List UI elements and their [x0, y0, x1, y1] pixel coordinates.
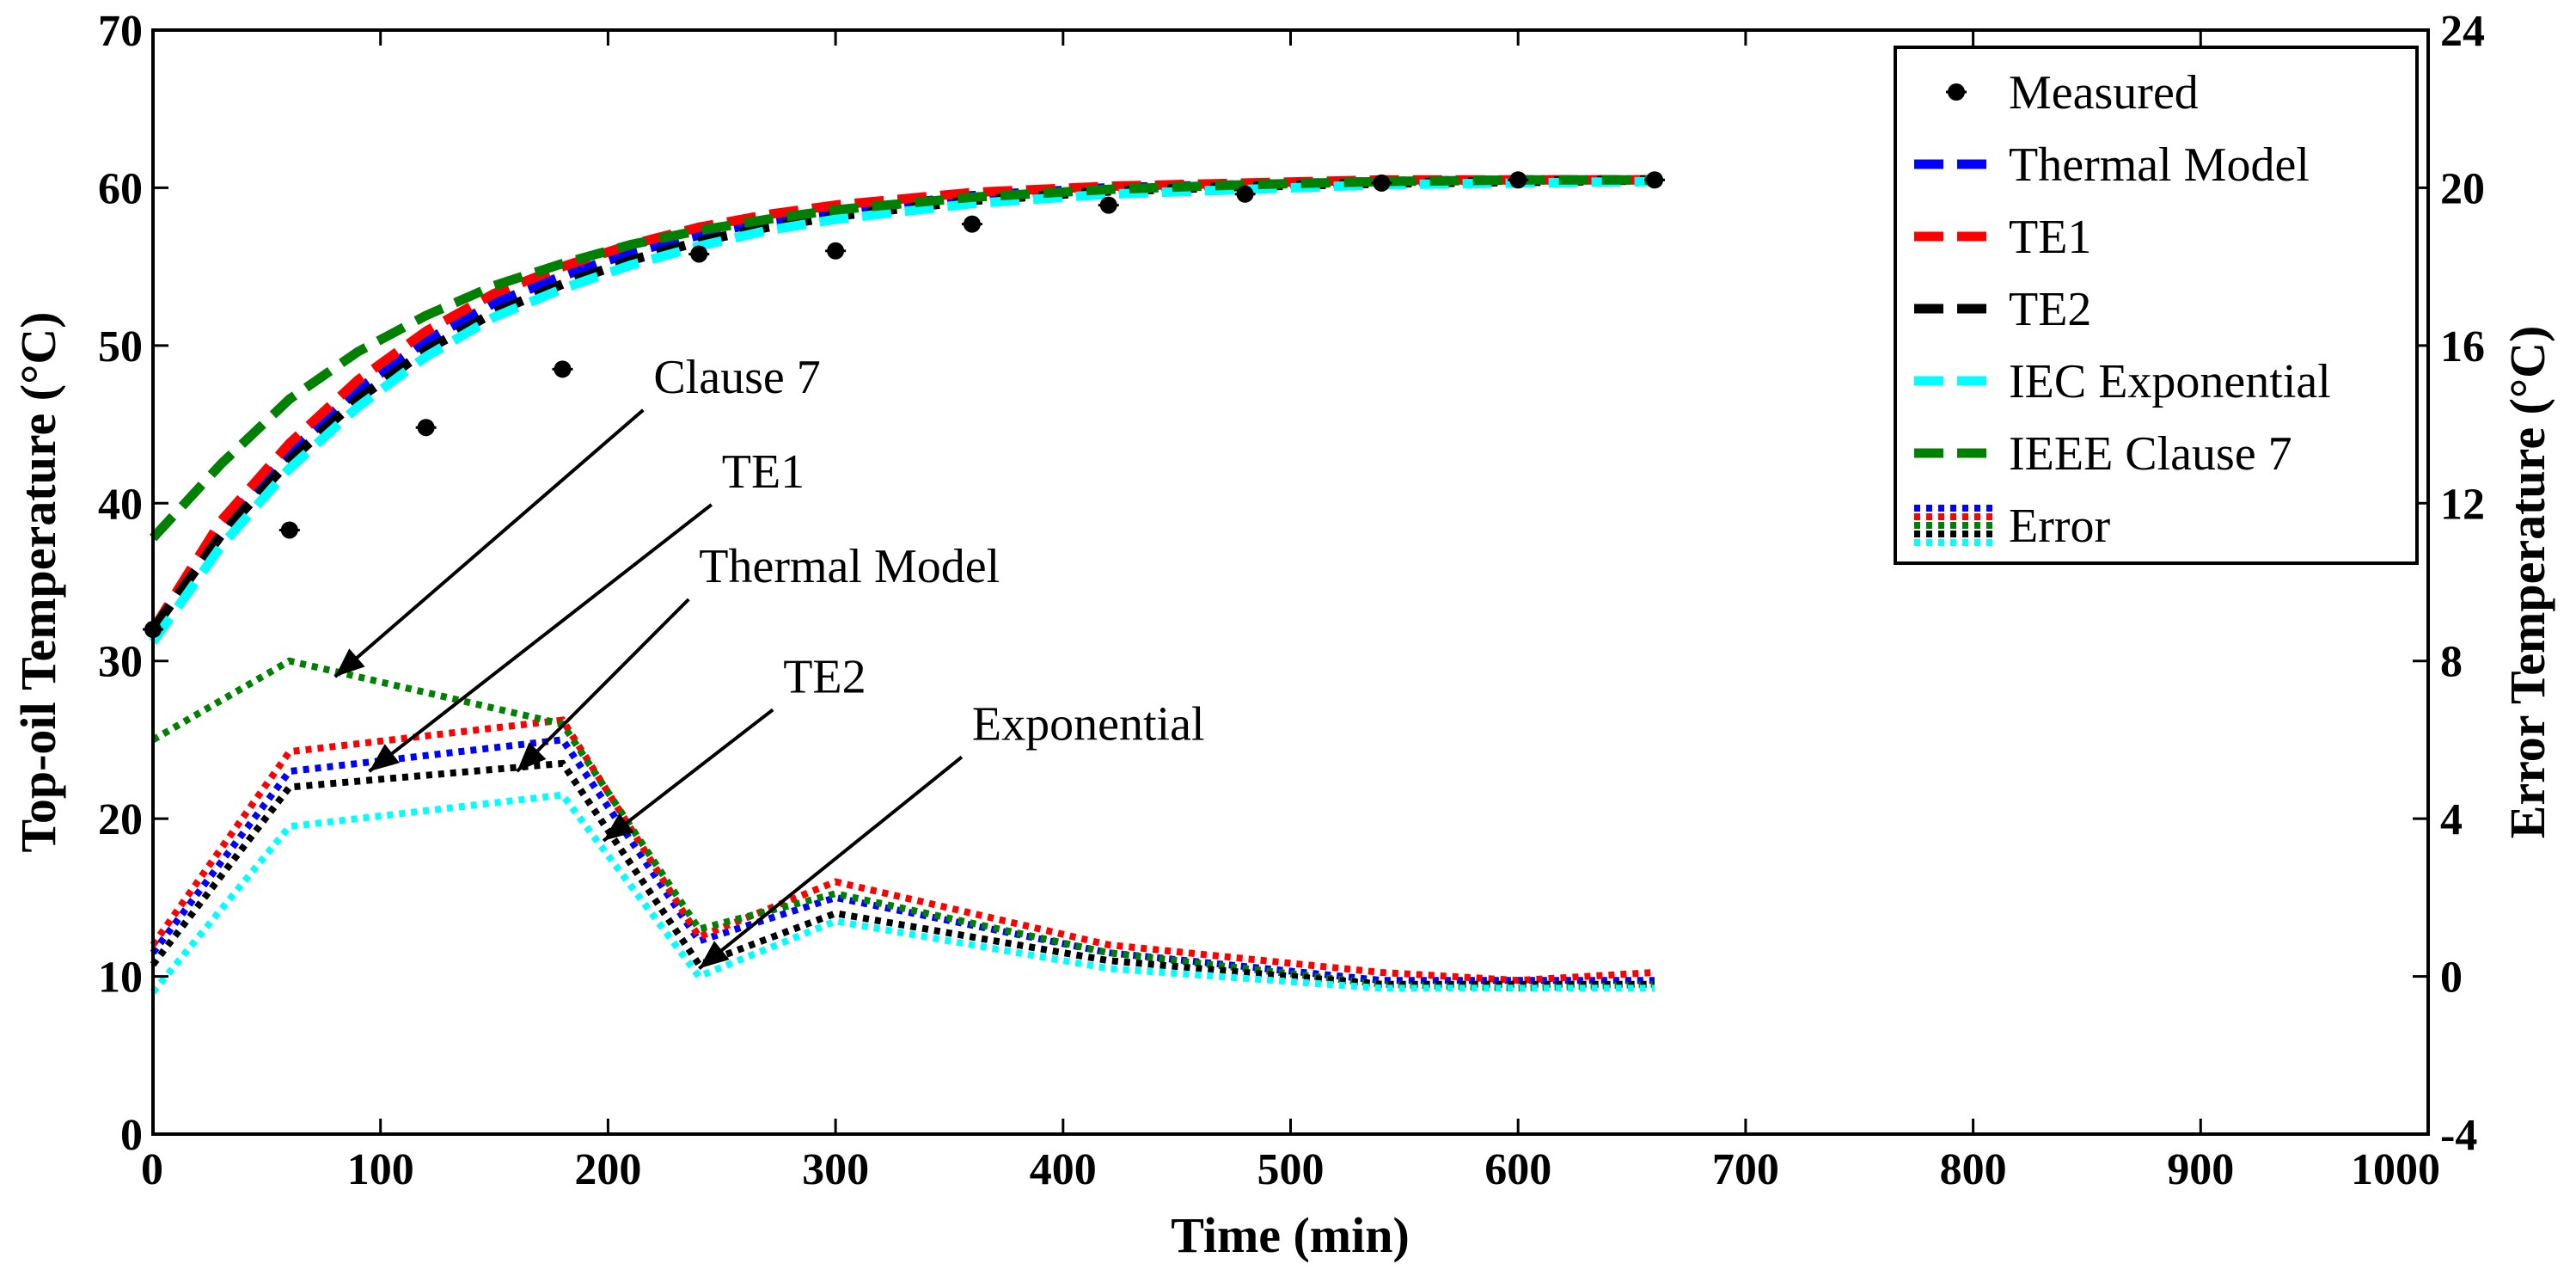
- y2-tick-label: 16: [2440, 322, 2485, 371]
- annotation-arrow-line: [602, 708, 774, 843]
- x-tick-label: 0: [141, 1145, 163, 1194]
- te1-dashed-line: [149, 175, 1655, 632]
- x-tick-label: 400: [1030, 1145, 1097, 1194]
- y2-tick-label: 20: [2440, 164, 2485, 213]
- legend-label-iec-exponential: IEC Exponential: [2009, 355, 2331, 408]
- error-dotted-line: [150, 759, 1655, 988]
- legend-label-ieee-clause-7: IEEE Clause 7: [2009, 427, 2292, 481]
- x-tick-label: 800: [1940, 1145, 2007, 1194]
- legend-label-thermal-model: Thermal Model: [2009, 138, 2310, 192]
- legend-label-measured: Measured: [2009, 66, 2199, 120]
- y-tick-label: 30: [98, 638, 143, 687]
- x-axis-title: Time (min): [1171, 1207, 1410, 1263]
- annotation-label: Clause 7: [653, 351, 820, 404]
- annotation-layer: Clause 7 TE1 Thermal Model TE2 Exponential: [333, 351, 1205, 970]
- x-tick-label: 900: [2167, 1145, 2234, 1194]
- legend: Measured Thermal Model TE1 TE2 IEC Exponenti…: [1894, 46, 2419, 565]
- annotation-arrow-head: [603, 813, 634, 841]
- x-tick-label: 1000: [2351, 1145, 2440, 1194]
- y2-tick-label: 4: [2440, 795, 2463, 844]
- y-tick-label: 20: [98, 795, 143, 844]
- y-tick-label: 0: [120, 1111, 143, 1160]
- x-tick-label: 200: [574, 1145, 641, 1194]
- y-axis-title: Top-oil Temperature (°C): [10, 312, 66, 853]
- x-tick-label: 700: [1712, 1145, 1779, 1194]
- annotation-arrow-head: [699, 941, 730, 969]
- legend-label-te1: TE1: [2009, 211, 2091, 264]
- legend-label-te2: TE2: [2009, 283, 2091, 336]
- y2-tick-label: 0: [2440, 954, 2463, 1003]
- x-tick-label: 600: [1484, 1145, 1551, 1194]
- y2-tick-label: 12: [2440, 480, 2485, 529]
- x-tick-label: 300: [802, 1145, 869, 1194]
- annotation-arrow-head: [517, 742, 547, 772]
- legend-label-error: Error: [2009, 500, 2111, 553]
- y2-tick-label: 24: [2440, 7, 2485, 56]
- annotation-label: TE1: [722, 445, 805, 499]
- annotation-arrow-head: [369, 744, 400, 772]
- annotation-arrow-line: [698, 755, 964, 970]
- error-dotted-line: [150, 791, 1655, 995]
- y-tick-label: 70: [98, 7, 143, 56]
- y-tick-label: 50: [98, 322, 143, 371]
- y-tick-label: 60: [98, 164, 143, 213]
- annotation-arrow-line: [368, 503, 713, 773]
- annotation-label: TE2: [783, 650, 866, 703]
- y2-tick-label: -4: [2440, 1111, 2477, 1160]
- annotation-arrow-head: [334, 648, 365, 678]
- annotation-label: Exponential: [972, 697, 1205, 751]
- x-tick-label: 500: [1257, 1145, 1325, 1194]
- y-tick-label: 40: [98, 480, 143, 529]
- axis-layer: 0 100 200 300 400 500 600 700 800 900 100001020304…: [98, 7, 2485, 1194]
- x-tick-label: 100: [347, 1145, 414, 1194]
- y-tick-label: 10: [98, 954, 143, 1003]
- annotation-arrow-line: [333, 408, 645, 678]
- annotation-label: Thermal Model: [699, 540, 1000, 593]
- annotation-arrow-line: [516, 598, 690, 773]
- y2-tick-label: 8: [2440, 638, 2463, 687]
- y2-axis-title: Error Temperature (°C): [2500, 326, 2555, 839]
- error-dotted-line: [150, 716, 1655, 985]
